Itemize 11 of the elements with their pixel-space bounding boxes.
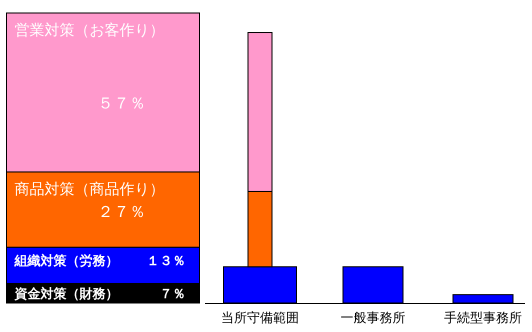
series-label: 資金対策（財務）: [14, 286, 118, 302]
data-label: ５７％: [98, 93, 146, 112]
data-label: １３％: [146, 254, 186, 270]
x-tick-label: 手続型事務所: [444, 311, 522, 326]
x-tick-label: 当所守備範囲: [221, 311, 299, 326]
series-label: 組織対策（労務）: [14, 253, 118, 270]
series-label: 営業対策（お客作り）: [14, 21, 164, 39]
data-label: ７％: [160, 287, 186, 302]
series-label: 商品対策（商品作り）: [14, 180, 164, 198]
data-label: ２７％: [98, 202, 146, 222]
x-tick-label: 一般事務所: [340, 311, 406, 326]
